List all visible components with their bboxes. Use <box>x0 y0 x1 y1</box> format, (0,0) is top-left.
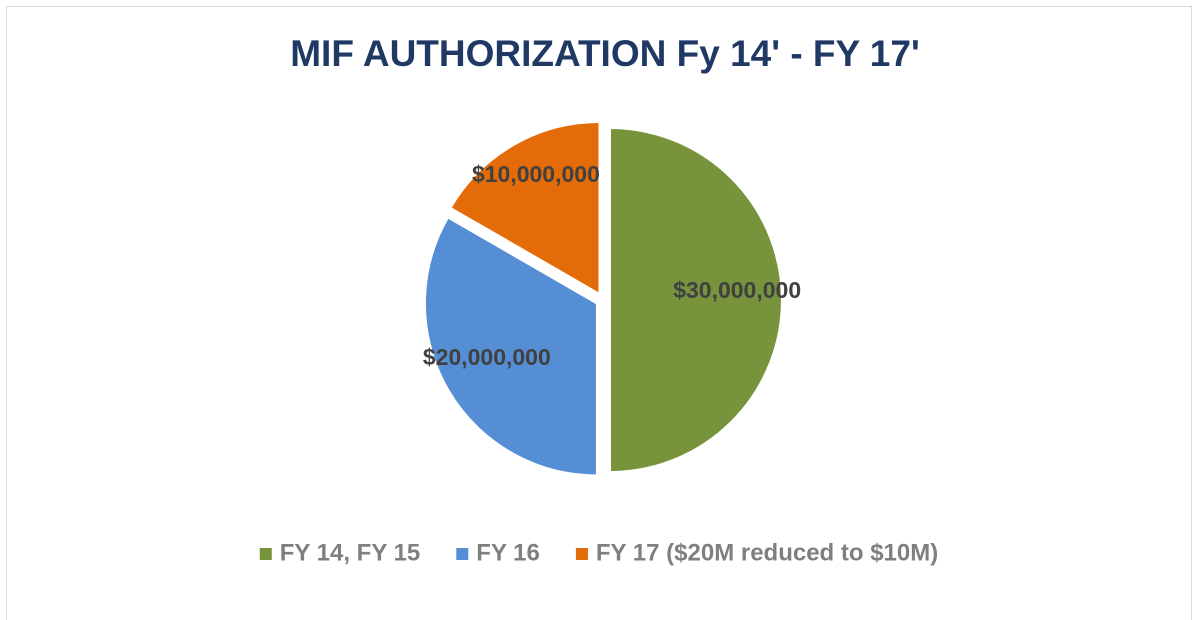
legend-label: FY 16 <box>476 539 540 566</box>
chart-title: MIF AUTHORIZATION Fy 14' - FY 17' <box>290 33 920 74</box>
data-label: $20,000,000 <box>423 344 551 370</box>
legend-swatch <box>259 548 272 560</box>
data-label: $30,000,000 <box>673 277 801 303</box>
pie-slice <box>423 216 598 477</box>
pie-slice <box>449 120 601 296</box>
chart-border <box>6 6 1192 620</box>
legend-label: FY 14, FY 15 <box>280 539 421 566</box>
data-label: $10,000,000 <box>472 161 600 187</box>
legend-swatch <box>456 548 469 560</box>
legend-label: FY 17 ($20M reduced to $10M) <box>596 539 938 566</box>
legend-swatch <box>575 548 588 560</box>
pie-slice <box>609 126 783 474</box>
